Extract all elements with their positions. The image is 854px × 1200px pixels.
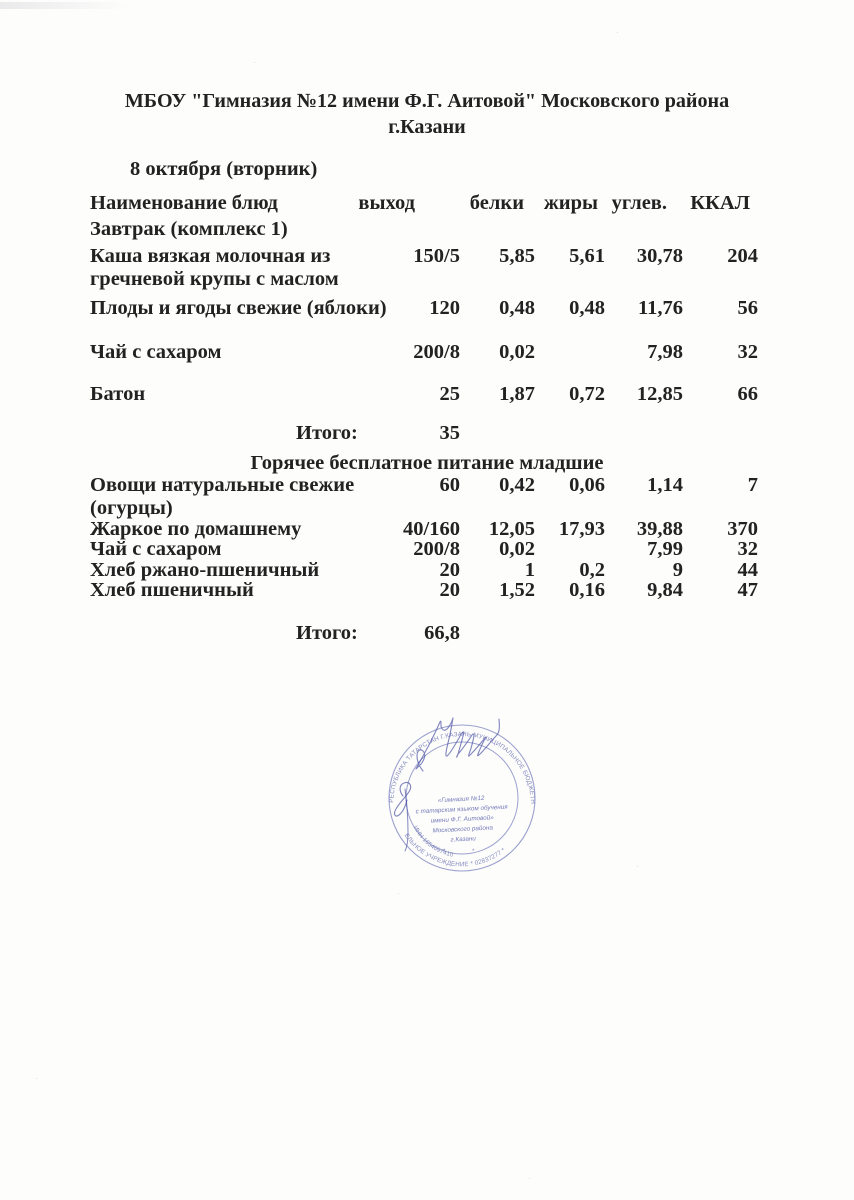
svg-text:имени Ф.Г. Аитовой»: имени Ф.Г. Аитовой» [430, 813, 494, 824]
svg-text:*: * [472, 848, 475, 855]
svg-text:Московского района: Московского района [432, 823, 493, 834]
svg-text:с татарским языком обучения: с татарским языком обучения [415, 803, 508, 816]
svg-text:«Гимназия №12: «Гимназия №12 [438, 795, 485, 804]
svg-text:г.Казани: г.Казани [450, 835, 476, 843]
